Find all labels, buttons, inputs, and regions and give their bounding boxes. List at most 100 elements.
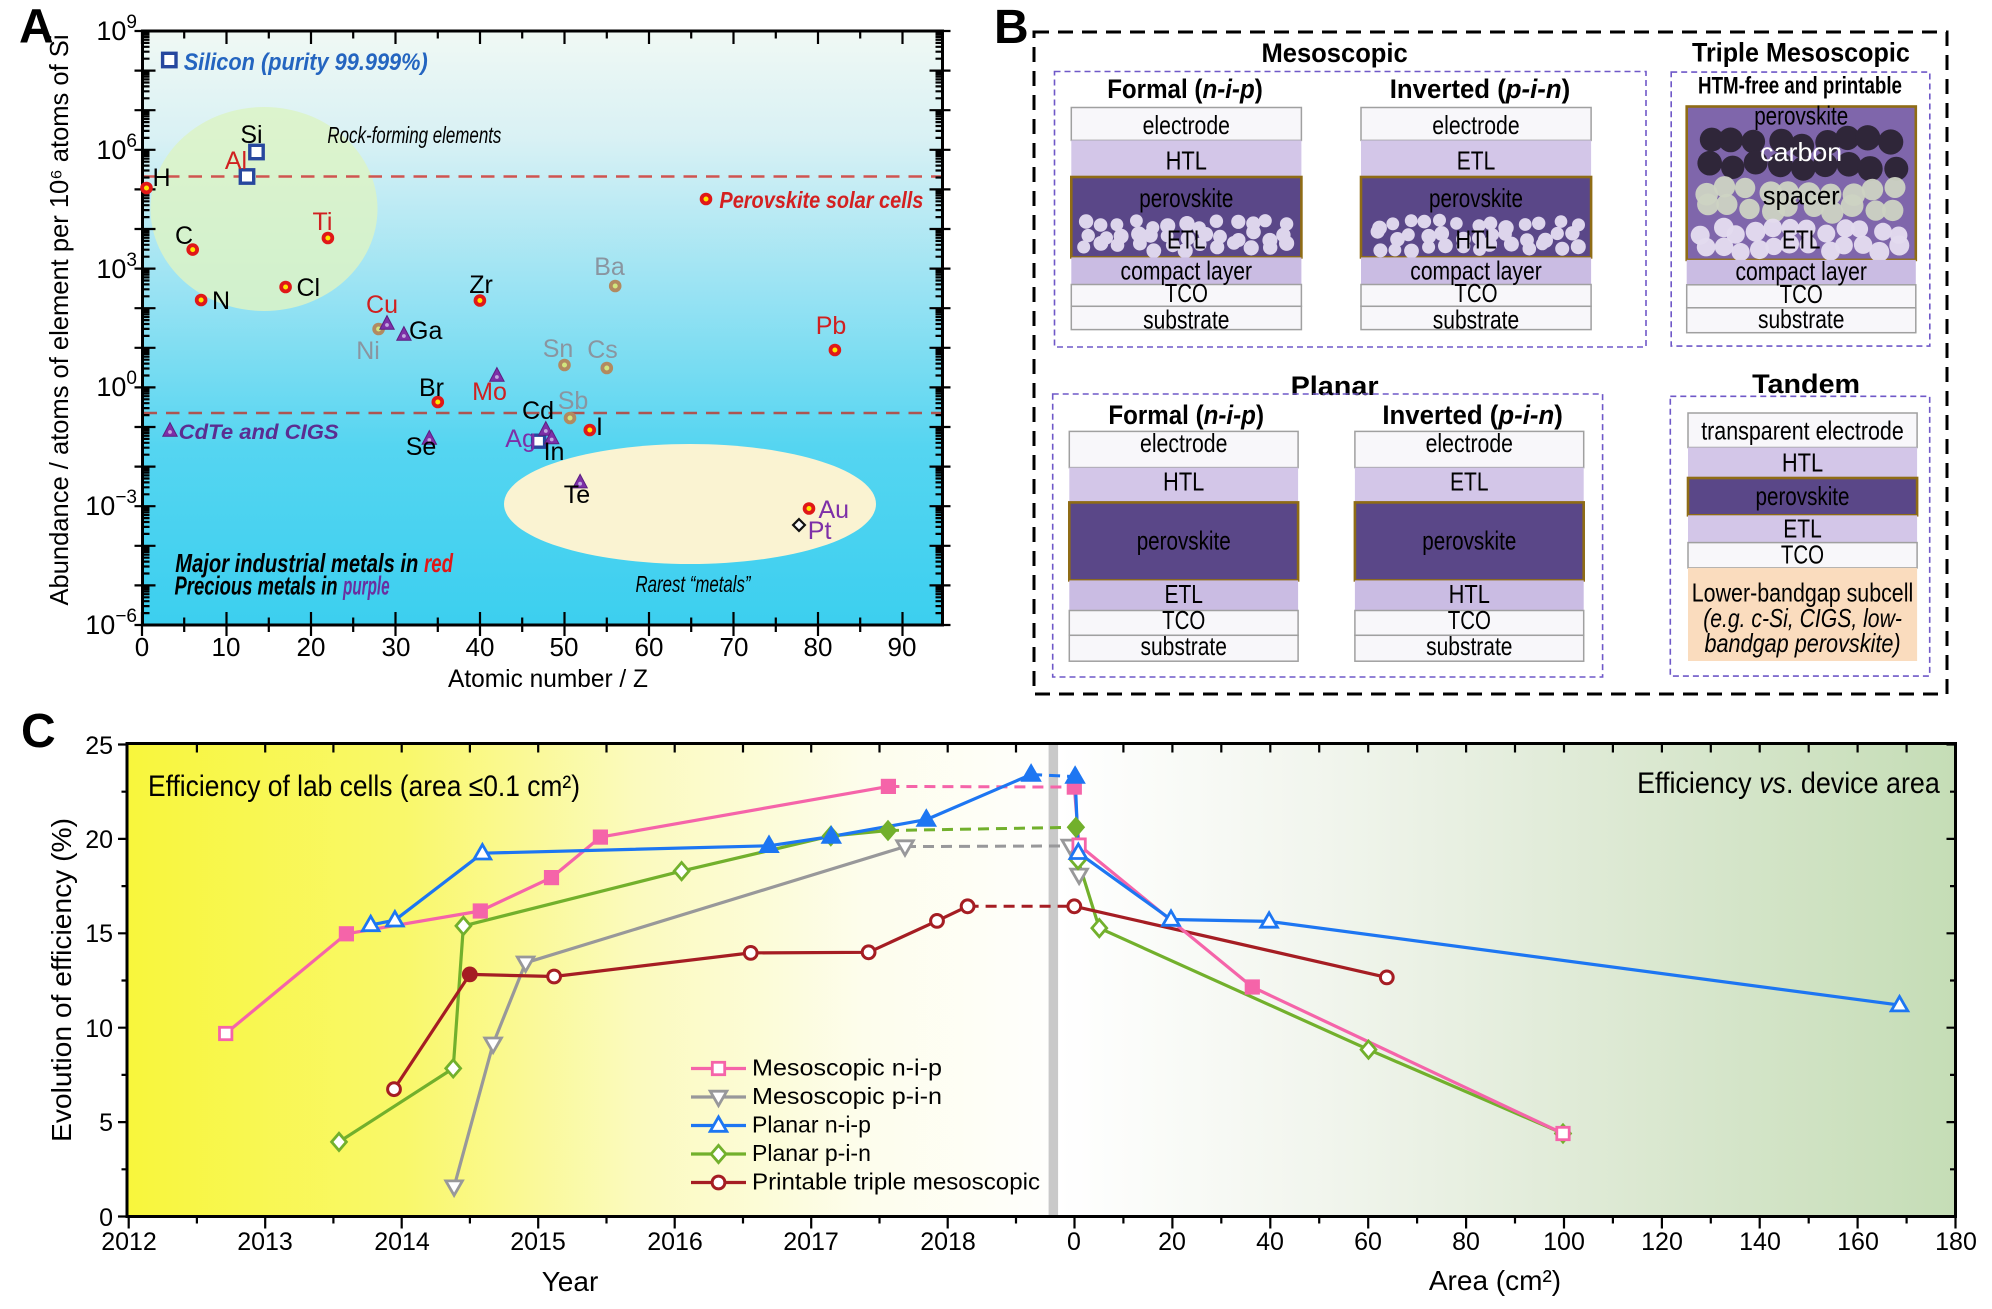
svg-text:electrode: electrode — [1143, 110, 1230, 140]
svg-text:Cd: Cd — [522, 397, 554, 425]
svg-text:Planar n-i-p: Planar n-i-p — [752, 1112, 871, 1138]
svg-text:perovskite: perovskite — [1754, 101, 1848, 131]
svg-text:electrode: electrode — [1426, 428, 1513, 458]
svg-text:Inverted (p-i-n): Inverted (p-i-n) — [1390, 74, 1571, 104]
svg-text:Ga: Ga — [409, 317, 442, 345]
svg-text:50: 50 — [550, 632, 579, 662]
svg-text:Ba: Ba — [594, 253, 625, 281]
svg-text:Tandem: Tandem — [1752, 369, 1860, 399]
svg-text:Pt: Pt — [808, 517, 832, 545]
svg-text:180: 180 — [1935, 1228, 1977, 1256]
svg-text:Atomic number / Z: Atomic number / Z — [448, 665, 648, 693]
svg-text:substrate: substrate — [1758, 304, 1844, 334]
svg-text:perovskite: perovskite — [1429, 183, 1523, 213]
svg-text:Precious metals in: Precious metals in — [175, 571, 338, 601]
svg-text:carbon: carbon — [1760, 137, 1842, 167]
svg-text:2012: 2012 — [101, 1228, 157, 1256]
svg-text:Formal (n-i-p): Formal (n-i-p) — [1108, 400, 1264, 430]
svg-text:Pb: Pb — [816, 312, 847, 340]
svg-text:Sn: Sn — [543, 335, 574, 363]
svg-text:transparent electrode: transparent electrode — [1701, 416, 1904, 446]
svg-text:Te: Te — [564, 481, 590, 509]
svg-text:substrate: substrate — [1141, 631, 1227, 661]
svg-text:substrate: substrate — [1433, 304, 1519, 334]
svg-text:Si: Si — [240, 121, 262, 149]
svg-text:Mesoscopic p-i-n: Mesoscopic p-i-n — [752, 1083, 942, 1109]
svg-text:perovskite: perovskite — [1422, 525, 1516, 555]
svg-text:2014: 2014 — [374, 1228, 430, 1256]
svg-text:Sb: Sb — [558, 387, 589, 415]
svg-text:Cs: Cs — [587, 336, 618, 364]
svg-text:C: C — [175, 222, 193, 250]
svg-text:Year: Year — [542, 1266, 599, 1297]
svg-text:(e.g. c-Si, CIGS, low-: (e.g. c-Si, CIGS, low- — [1703, 603, 1902, 633]
svg-text:electrode: electrode — [1432, 110, 1519, 140]
svg-text:80: 80 — [1452, 1228, 1480, 1256]
svg-text:Planar p-i-n: Planar p-i-n — [752, 1140, 871, 1166]
svg-text:A: A — [19, 1, 54, 54]
svg-text:red: red — [424, 548, 454, 578]
svg-text:Zr: Zr — [469, 271, 493, 299]
svg-text:perovskite: perovskite — [1756, 481, 1850, 511]
svg-text:TCO: TCO — [1165, 278, 1208, 308]
svg-text:Mesoscopic n-i-p: Mesoscopic n-i-p — [752, 1055, 942, 1081]
svg-text:substrate: substrate — [1143, 304, 1229, 334]
svg-text:Rarest “metals”: Rarest “metals” — [636, 571, 752, 597]
svg-text:HTL: HTL — [1166, 146, 1207, 176]
svg-text:HTL: HTL — [1782, 448, 1823, 478]
svg-text:2016: 2016 — [647, 1228, 703, 1256]
svg-text:Cl: Cl — [297, 274, 321, 302]
svg-text:H: H — [153, 164, 171, 192]
svg-text:80: 80 — [804, 632, 833, 662]
svg-text:Efficiency vs. device area: Efficiency vs. device area — [1637, 767, 1940, 800]
svg-text:60: 60 — [1354, 1228, 1382, 1256]
svg-text:ETL: ETL — [1164, 579, 1203, 609]
svg-text:Lower-bandgap subcell: Lower-bandgap subcell — [1692, 578, 1914, 608]
svg-text:100: 100 — [96, 368, 137, 402]
svg-text:Planar: Planar — [1291, 371, 1380, 401]
svg-text:I: I — [596, 413, 603, 441]
svg-text:140: 140 — [1739, 1228, 1781, 1256]
svg-text:103: 103 — [96, 250, 137, 284]
svg-text:ETL: ETL — [1450, 466, 1489, 496]
svg-text:2017: 2017 — [783, 1228, 839, 1256]
svg-text:40: 40 — [1256, 1228, 1284, 1256]
svg-text:HTM-free and printable: HTM-free and printable — [1698, 73, 1902, 100]
svg-text:TCO: TCO — [1780, 279, 1823, 309]
svg-text:substrate: substrate — [1426, 631, 1512, 661]
svg-text:Formal (n-i-p): Formal (n-i-p) — [1107, 74, 1263, 104]
svg-text:Br: Br — [419, 374, 444, 402]
svg-text:Silicon (purity 99.999%): Silicon (purity 99.999%) — [184, 49, 428, 76]
svg-text:compact layer: compact layer — [1121, 255, 1253, 285]
svg-text:20: 20 — [85, 826, 113, 854]
svg-text:CdTe and CIGS: CdTe and CIGS — [179, 421, 339, 444]
svg-text:10−3: 10−3 — [85, 487, 137, 521]
svg-text:100: 100 — [1543, 1228, 1585, 1256]
svg-text:spacer: spacer — [1763, 180, 1840, 210]
svg-text:perovskite: perovskite — [1139, 183, 1233, 213]
svg-text:120: 120 — [1641, 1228, 1683, 1256]
svg-text:60: 60 — [635, 632, 664, 662]
svg-text:70: 70 — [720, 632, 749, 662]
svg-text:Ti: Ti — [313, 208, 333, 236]
svg-text:109: 109 — [96, 12, 137, 46]
svg-text:compact layer: compact layer — [1735, 256, 1867, 286]
svg-text:Mo: Mo — [472, 378, 507, 406]
svg-text:N: N — [212, 287, 230, 315]
svg-text:Triple Mesoscopic: Triple Mesoscopic — [1692, 37, 1910, 67]
svg-text:In: In — [544, 438, 565, 466]
svg-text:Efficiency of lab cells (area: Efficiency of lab cells (area ≤0.1 cm²) — [148, 770, 580, 803]
svg-text:TCO: TCO — [1162, 605, 1205, 635]
svg-text:bandgap perovskite): bandgap perovskite) — [1704, 628, 1900, 658]
svg-text:ETL: ETL — [1783, 514, 1822, 544]
svg-text:Al: Al — [225, 147, 247, 175]
svg-text:160: 160 — [1837, 1228, 1879, 1256]
svg-text:0: 0 — [135, 632, 149, 662]
svg-text:ETL: ETL — [1167, 224, 1206, 254]
svg-text:Ag: Ag — [505, 425, 536, 453]
svg-text:20: 20 — [1158, 1228, 1186, 1256]
svg-text:ETL: ETL — [1782, 224, 1821, 254]
svg-text:Printable triple mesoscopic: Printable triple mesoscopic — [752, 1169, 1040, 1195]
svg-text:10−6: 10−6 — [85, 606, 137, 640]
svg-text:10: 10 — [85, 1015, 113, 1043]
